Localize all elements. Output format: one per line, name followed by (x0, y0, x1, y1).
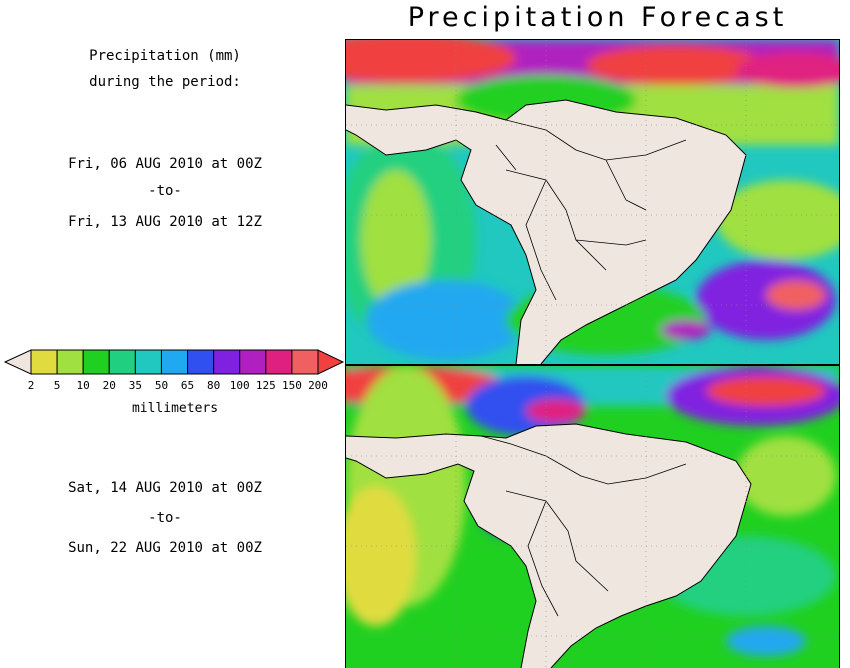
colorbar-swatch (187, 349, 215, 375)
colorbar-tick-label: 5 (54, 379, 61, 392)
colorbar-tick-label: 2 (28, 379, 35, 392)
colorbar-tick-label: 150 (282, 379, 302, 392)
colorbar-tick-label: 20 (103, 379, 116, 392)
colorbar-arrow-low (3, 349, 32, 375)
colorbar-swatch (134, 349, 162, 375)
colorbar-tick-label: 125 (256, 379, 276, 392)
colorbar-swatch (213, 349, 241, 375)
colorbar-swatch (160, 349, 189, 375)
colorbar-tick-label: 80 (207, 379, 220, 392)
colorbar-tick-label: 100 (230, 379, 250, 392)
colorbar-swatch (82, 349, 110, 375)
colorbar-swatch (56, 349, 84, 375)
period2-end: Sun, 22 AUG 2010 at 00Z (68, 540, 262, 556)
colorbar-arrow-high (317, 349, 345, 375)
period1-end: Fri, 13 AUG 2010 at 12Z (68, 214, 262, 230)
period2-separator: -to- (148, 510, 182, 526)
colorbar-tick-label: 10 (77, 379, 90, 392)
period1-separator: -to- (148, 183, 182, 199)
colorbar-tick-label: 200 (308, 379, 328, 392)
colorbar-tick-labels: 2 5 10 20 35 50 65 80 100 125 150 200 (28, 379, 328, 392)
colorbar-tick-label: 50 (155, 379, 168, 392)
colorbar-swatch (108, 349, 136, 375)
forecast-map-period2 (345, 365, 840, 668)
colorbar-swatch (239, 349, 267, 375)
precip-colorbar: 2 5 10 20 35 50 65 80 100 125 150 200 millimeters (3, 349, 345, 416)
period2-start: Sat, 14 AUG 2010 at 00Z (68, 480, 262, 496)
colorbar-swatch (30, 349, 58, 375)
colorbar-unit-label: millimeters (132, 401, 218, 416)
colorbar-tick-label: 65 (181, 379, 194, 392)
colorbar-swatch (265, 349, 293, 375)
legend-heading-line2: during the period: (89, 74, 241, 90)
legend-heading-line1: Precipitation (mm) (89, 48, 241, 64)
chart-title: Precipitation Forecast (407, 2, 788, 33)
colorbar-swatches (3, 349, 345, 375)
colorbar-tick-label: 35 (129, 379, 142, 392)
colorbar-swatch (291, 349, 319, 375)
forecast-map-period1 (345, 39, 840, 365)
period1-start: Fri, 06 AUG 2010 at 00Z (68, 156, 262, 172)
